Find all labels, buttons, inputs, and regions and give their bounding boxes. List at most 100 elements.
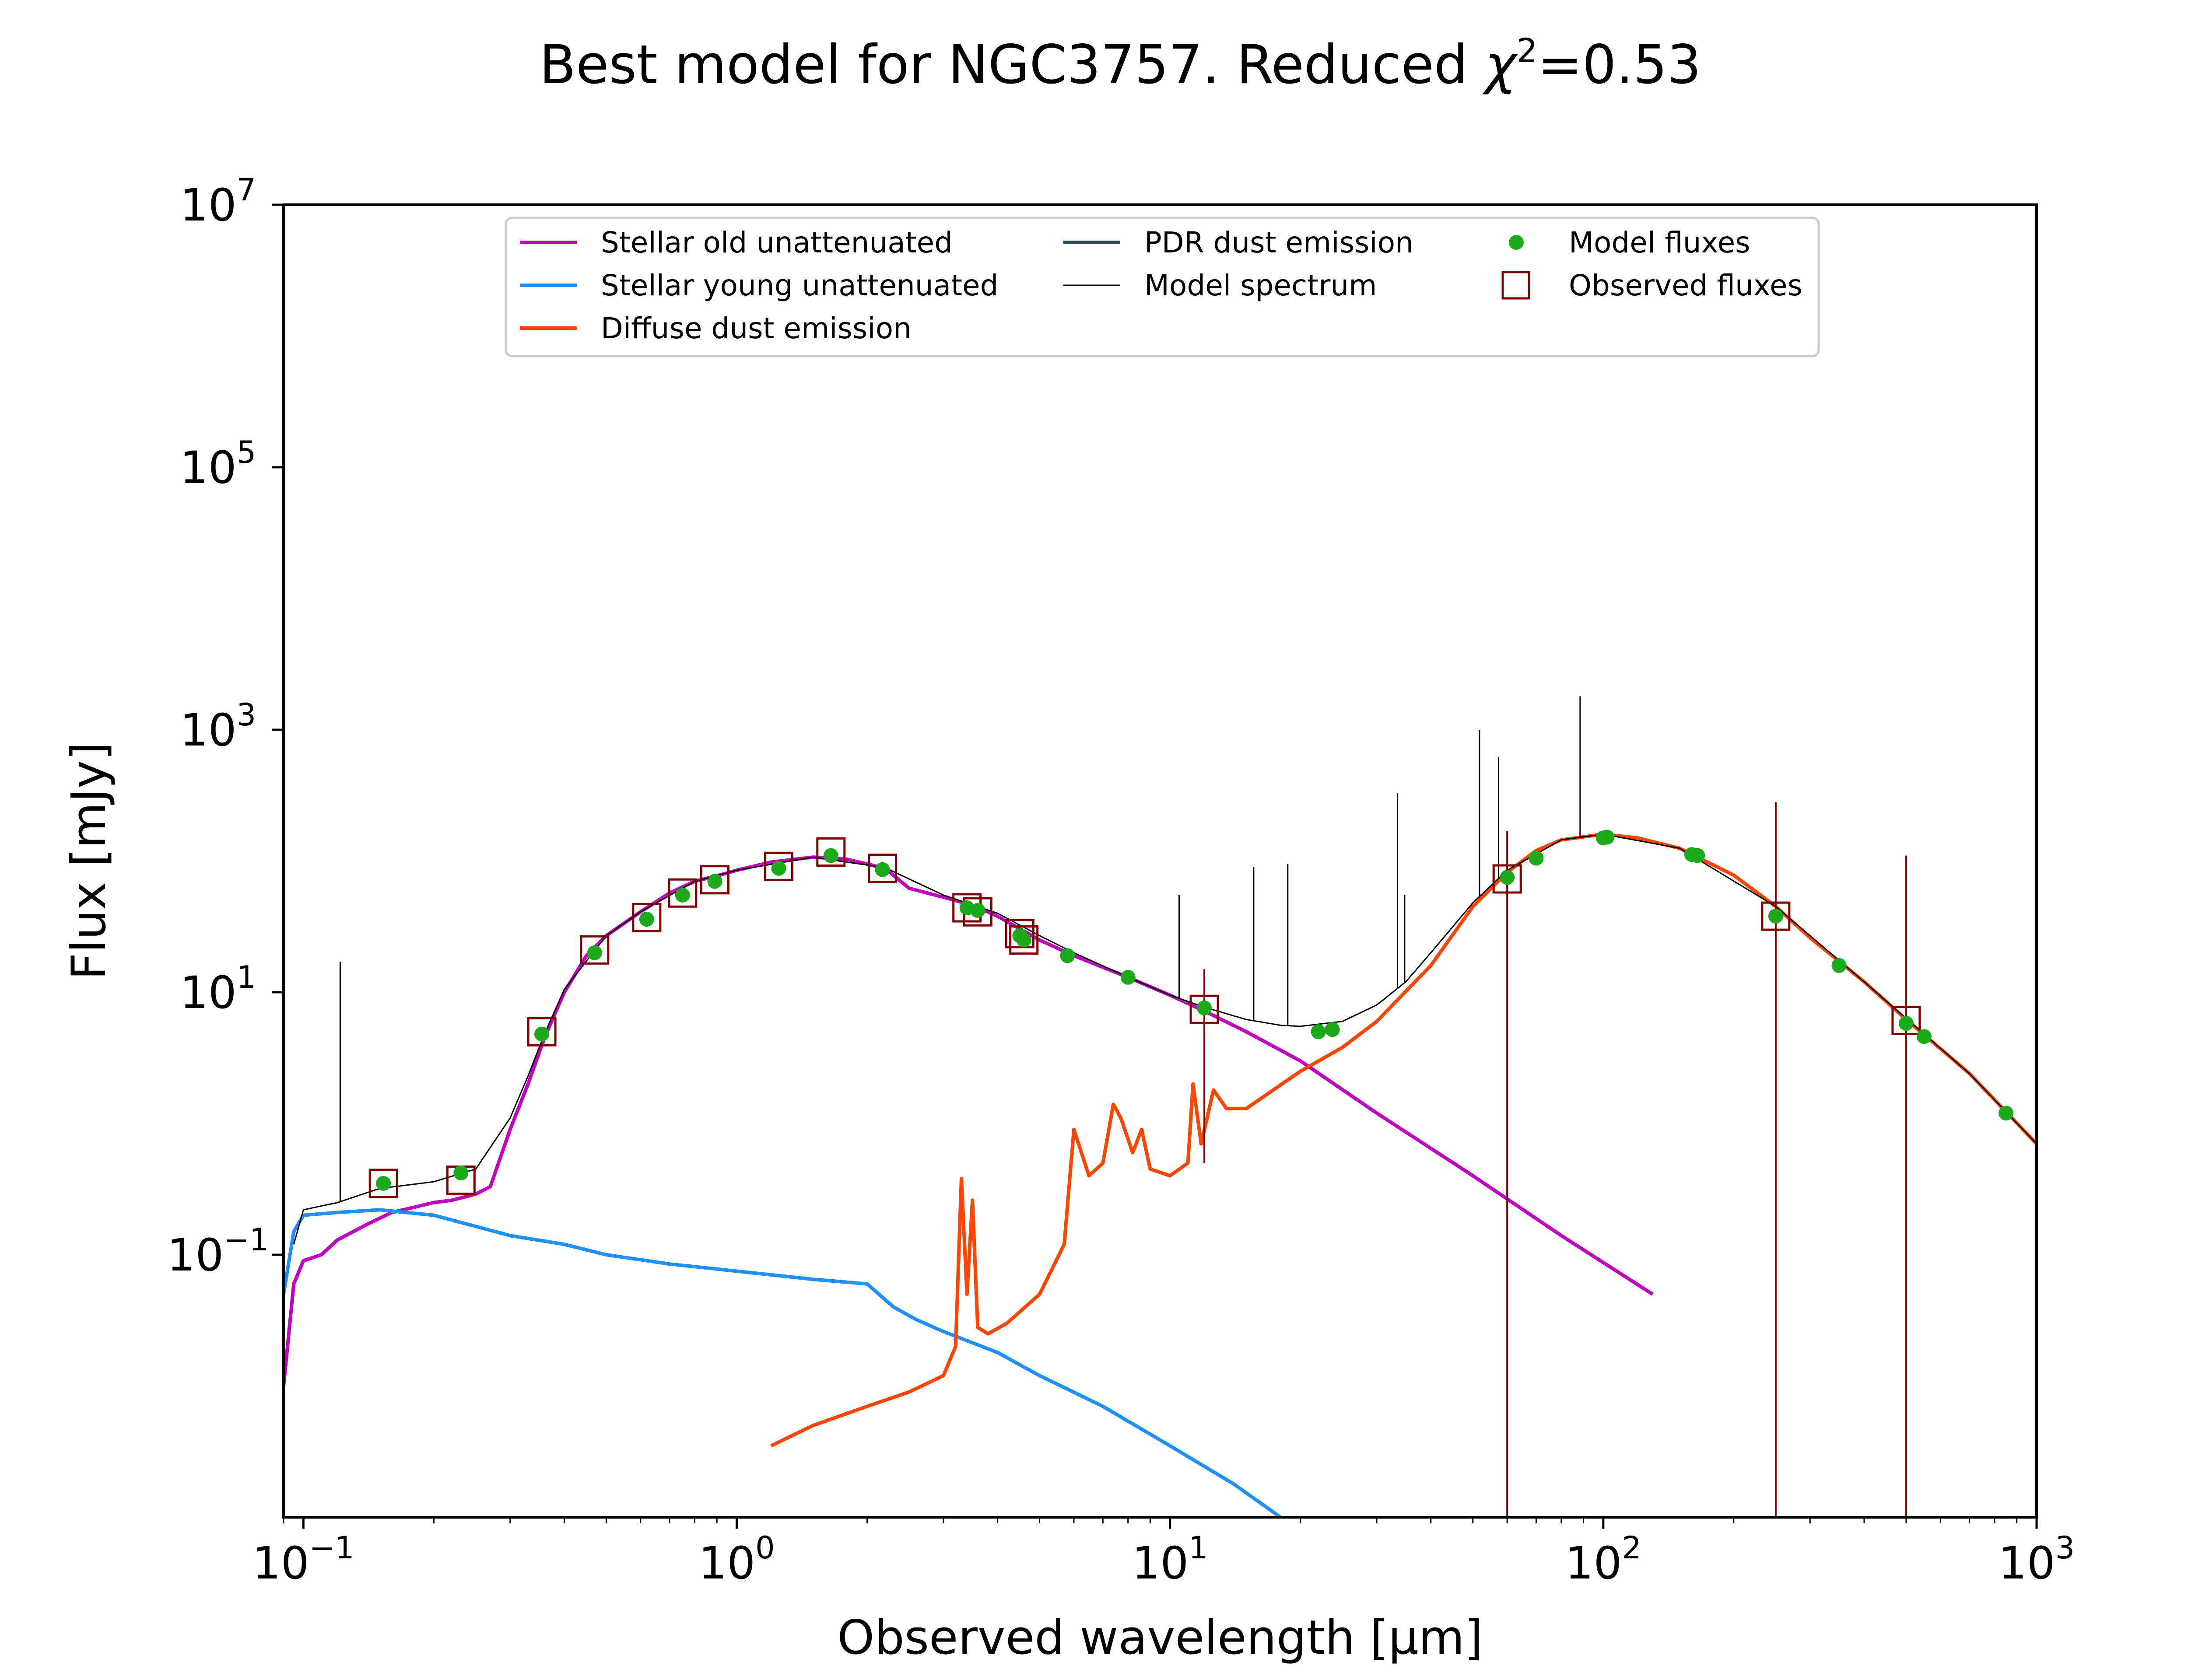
- model-flux-point: [675, 887, 690, 903]
- model-flux-point: [771, 861, 786, 876]
- y-tick-base: 10: [180, 442, 237, 494]
- x-tick-base: 10: [698, 1537, 755, 1589]
- model-flux-point: [1500, 870, 1515, 885]
- model-flux-point: [1599, 830, 1615, 845]
- model-flux-point: [453, 1166, 469, 1180]
- legend-label: Stellar young unattenuated: [601, 269, 999, 302]
- y-tick-exp: 1: [237, 959, 256, 995]
- x-axis-ticks: 10−1 100 101 102 103: [252, 1517, 2075, 1589]
- series-line-stellar-young-unattenuated: [284, 1208, 1282, 1517]
- model-flux-point: [1690, 848, 1705, 863]
- x-tick-base: 10: [1565, 1537, 1622, 1589]
- x-tick-label: 103: [1999, 1530, 2075, 1589]
- observed-flux-point: [1189, 994, 1219, 1024]
- legend-label: Stellar old unattenuated: [601, 226, 953, 259]
- y-tick-base: 10: [180, 967, 237, 1019]
- chart-title-main: Best model for NGC3757. Reduced: [539, 34, 1485, 96]
- legend-label: Diffuse dust emission: [601, 312, 912, 345]
- model-flux-point: [1060, 948, 1075, 963]
- observed-flux-point: [1492, 864, 1522, 894]
- model-flux-point: [1016, 932, 1031, 948]
- model-flux-point: [875, 862, 890, 877]
- model-flux-point: [1768, 909, 1783, 924]
- legend-item-model-fluxes: Model fluxes: [1509, 226, 1750, 259]
- observed-flux-point: [368, 1169, 398, 1198]
- legend: Stellar old unattenuated Stellar young un…: [505, 217, 1820, 357]
- legend-swatch: [1509, 235, 1524, 250]
- y-tick-base: 10: [180, 704, 237, 756]
- y-tick-label: 107: [180, 172, 256, 231]
- observed-flux-point: [816, 837, 846, 867]
- legend-item-stellar-old-unattenuated: Stellar old unattenuated: [520, 226, 953, 259]
- legend-label: PDR dust emission: [1144, 226, 1413, 259]
- model-flux-point: [1120, 970, 1136, 985]
- legend-items: Stellar old unattenuated Stellar young un…: [520, 226, 1802, 345]
- legend-item-stellar-young-unattenuated: Stellar young unattenuated: [520, 269, 999, 302]
- series-layer: [284, 696, 2037, 1517]
- model-flux-point: [1916, 1029, 1932, 1044]
- model-flux-point: [1325, 1022, 1340, 1037]
- plot-frame: [282, 203, 2038, 1519]
- chart-title-chi: χ: [1482, 34, 1518, 96]
- observed-flux-point: [764, 851, 793, 881]
- marker-layer: [368, 802, 2014, 1517]
- x-axis-label: Observed wavelength [μm]: [837, 1610, 1483, 1665]
- x-tick-label: 101: [1132, 1530, 1208, 1589]
- observed-flux-point: [668, 878, 698, 908]
- x-tick-label: 102: [1565, 1530, 1641, 1589]
- y-tick-exp: 5: [237, 434, 256, 470]
- legend-item-diffuse-dust-emission: Diffuse dust emission: [520, 312, 912, 345]
- legend-item-observed-fluxes: Observed fluxes: [1501, 269, 1802, 302]
- model-flux-point: [376, 1176, 391, 1191]
- x-tick-label: 100: [698, 1530, 775, 1589]
- y-tick-label: 103: [180, 697, 256, 756]
- observed-flux-point: [868, 854, 898, 883]
- model-flux-point: [823, 848, 838, 863]
- observed-flux-point: [1009, 925, 1039, 955]
- model-flux-point: [1831, 958, 1847, 973]
- y-tick-exp: −1: [224, 1222, 269, 1258]
- y-tick-label: 101: [180, 959, 256, 1019]
- observed-flux-point: [700, 865, 729, 895]
- x-tick-base: 10: [1999, 1537, 2055, 1589]
- series-line-diffuse-dust-emission: [770, 832, 2037, 1448]
- y-tick-base: 10: [180, 179, 237, 231]
- observed-flux-point: [580, 935, 610, 965]
- model-flux-point: [707, 874, 722, 889]
- y-axis-label: Flux [mJy]: [62, 742, 116, 980]
- observed-flux-point: [1761, 901, 1791, 931]
- y-tick-exp: 7: [237, 172, 256, 208]
- model-flux-point: [1197, 1000, 1212, 1015]
- x-tick-exp: −1: [309, 1530, 354, 1566]
- x-tick-exp: 1: [1189, 1530, 1208, 1566]
- legend-label: Model fluxes: [1569, 226, 1750, 259]
- observed-flux-point: [632, 903, 662, 932]
- chart-title-sup: 2: [1516, 31, 1537, 70]
- model-flux-point: [534, 1026, 550, 1042]
- model-flux-point: [970, 903, 985, 918]
- model-flux-point: [1529, 850, 1544, 866]
- legend-item-pdr-dust-emission: PDR dust emission: [1063, 226, 1413, 259]
- observed-flux-point: [1005, 919, 1034, 948]
- x-tick-label: 10−1: [252, 1530, 354, 1589]
- model-flux-point: [1311, 1024, 1326, 1040]
- chart-title-tail: =0.53: [1538, 34, 1701, 96]
- x-tick-exp: 3: [2055, 1530, 2075, 1566]
- y-tick-label: 10−1: [167, 1222, 269, 1281]
- legend-label: Observed fluxes: [1569, 269, 1802, 302]
- model-flux-point: [587, 945, 602, 960]
- legend-item-model-spectrum: Model spectrum: [1063, 269, 1377, 302]
- x-tick-exp: 0: [755, 1530, 775, 1566]
- legend-label: Model spectrum: [1144, 269, 1377, 302]
- observed-flux-point: [527, 1017, 557, 1046]
- chart-title: Best model for NGC3757. Reduced χ2=0.53: [539, 31, 1701, 96]
- model-flux-point: [639, 912, 654, 927]
- legend-frame: [505, 217, 1820, 357]
- x-tick-base: 10: [1132, 1537, 1189, 1589]
- model-flux-point: [1999, 1106, 2014, 1121]
- y-tick-base: 10: [167, 1229, 224, 1281]
- x-tick-exp: 2: [1622, 1530, 1641, 1566]
- legend-swatch: [1501, 271, 1530, 300]
